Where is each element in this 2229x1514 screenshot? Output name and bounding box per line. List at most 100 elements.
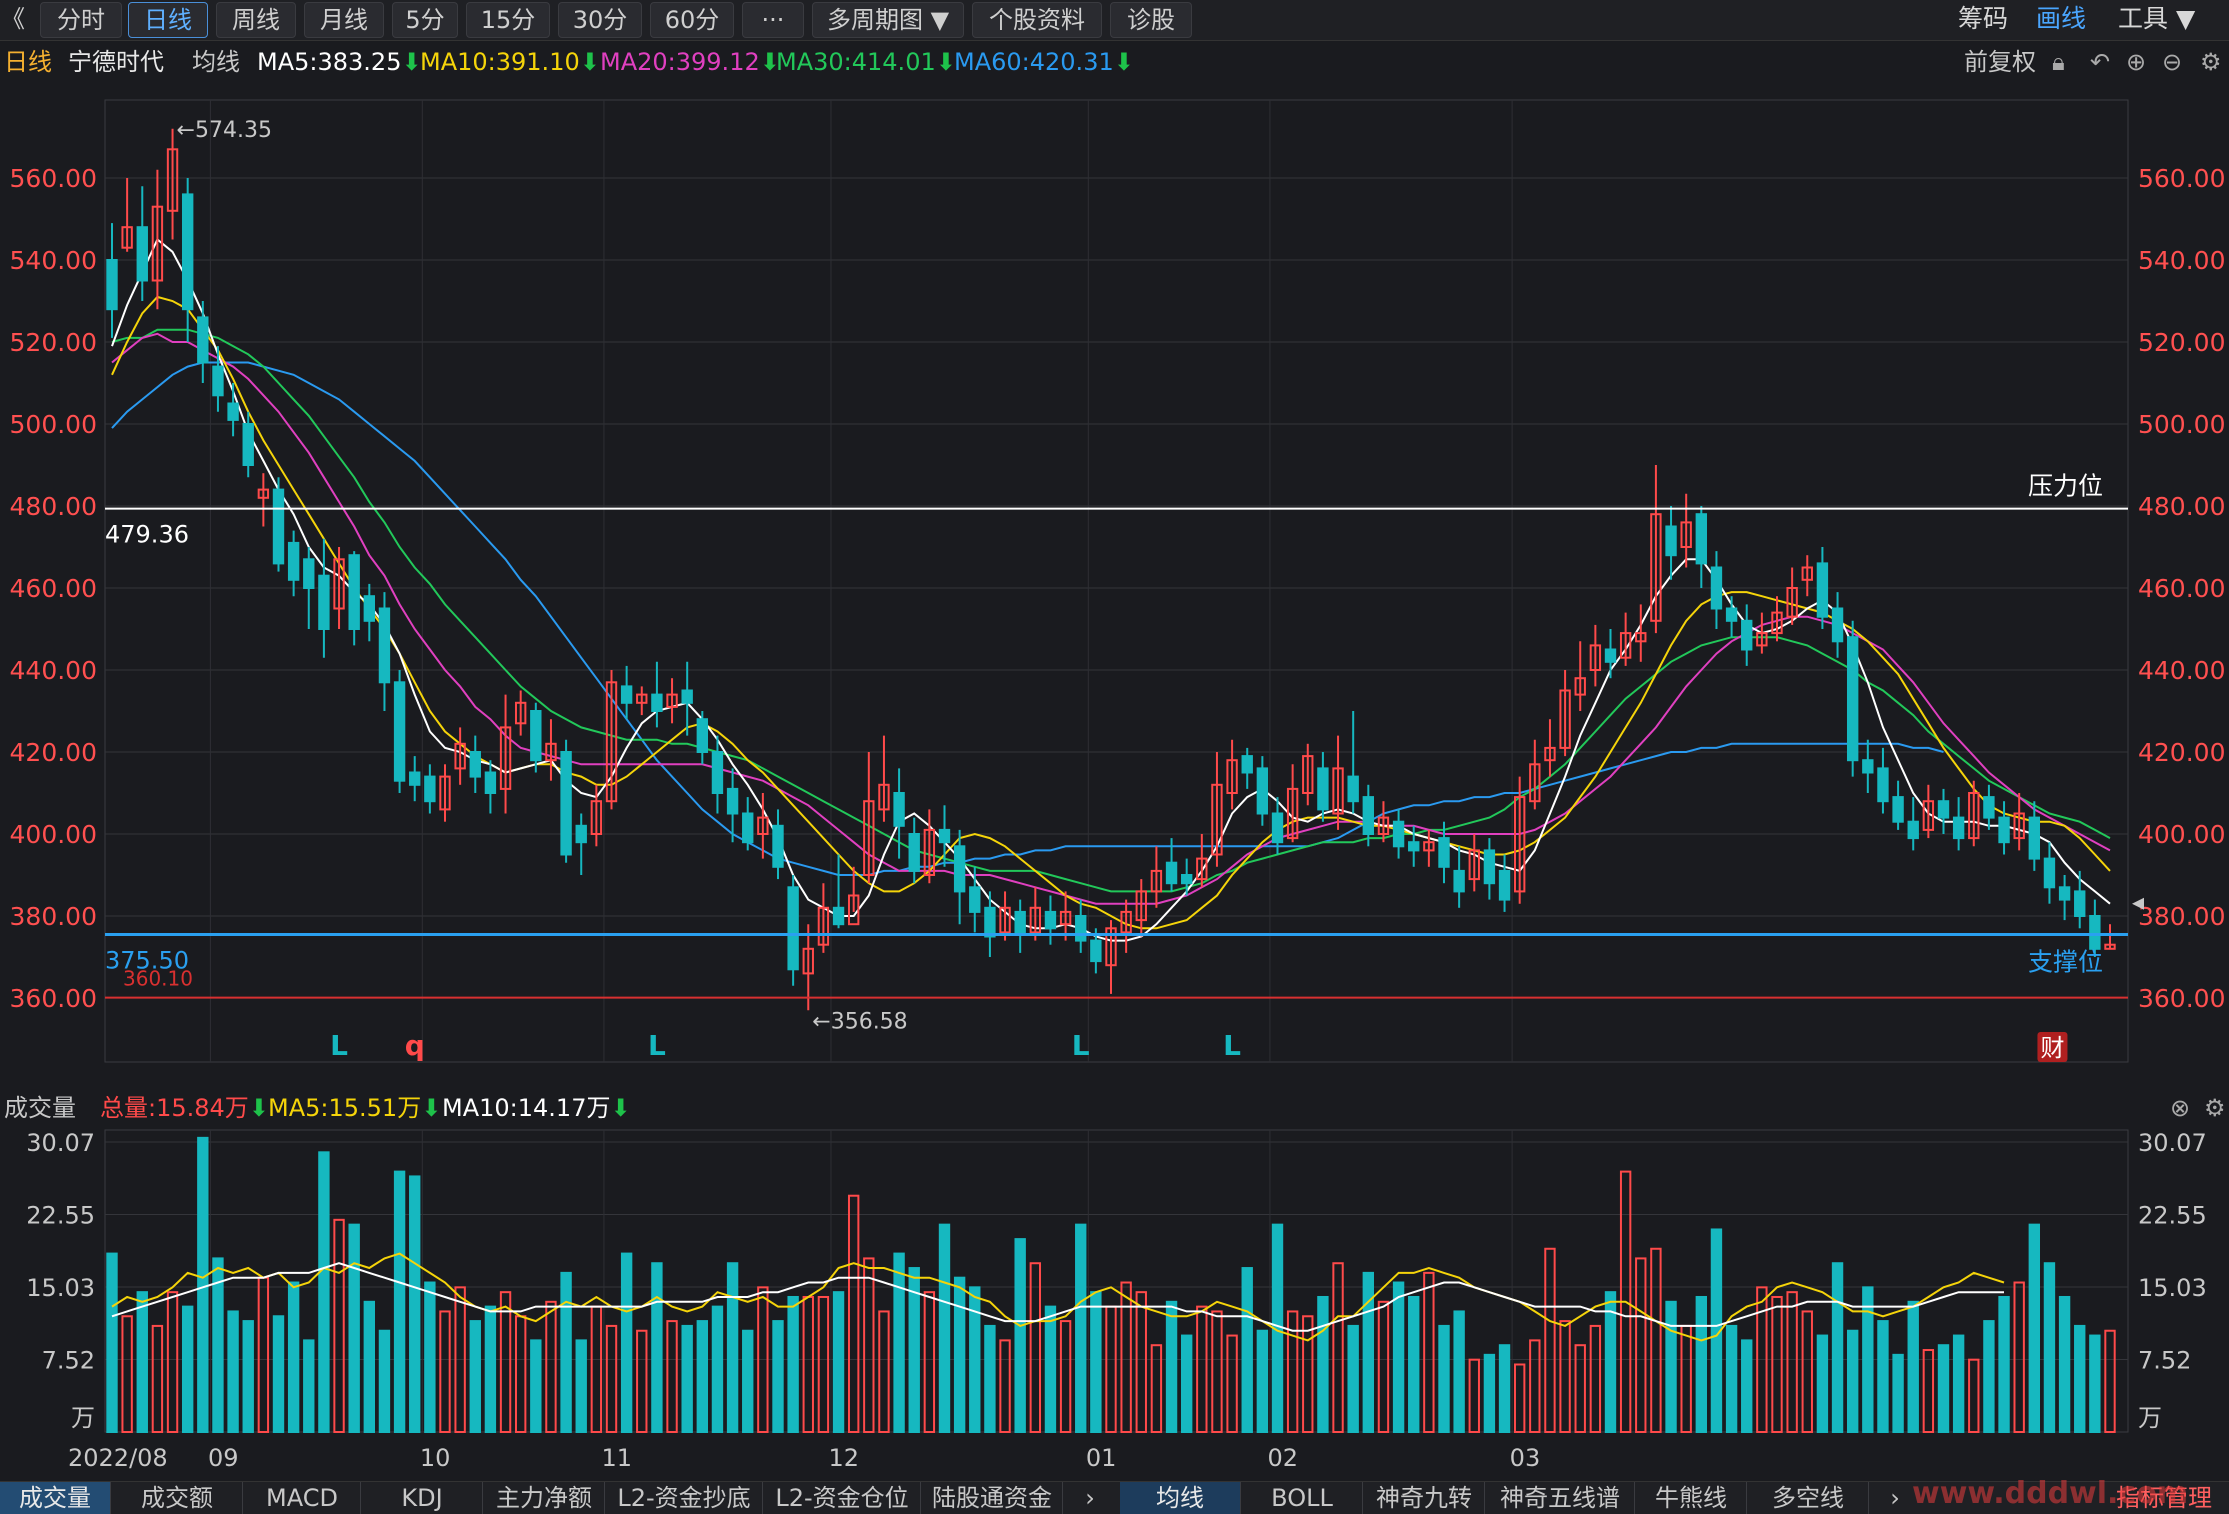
lock-icon[interactable]: 🔒︎ xyxy=(2052,48,2065,76)
volume-title: 成交量 xyxy=(4,1094,76,1122)
candle-body xyxy=(1846,636,1859,762)
volume-bar xyxy=(181,1305,194,1433)
more-periods-button[interactable]: ··· xyxy=(742,2,804,38)
tab-15min[interactable]: 15分 xyxy=(466,2,550,38)
candle-body xyxy=(1150,869,1163,893)
draw-line-button[interactable]: 画线 xyxy=(2036,4,2087,33)
tab-weekly[interactable]: 周线 xyxy=(216,2,296,38)
back-button[interactable]: 《 xyxy=(1,5,25,33)
tab-five-lines[interactable]: 神奇五线谱 xyxy=(1486,1482,1635,1514)
ma10-value: MA10:391.10⬇ xyxy=(420,48,600,76)
volume-bar xyxy=(1831,1262,1844,1434)
ma-label[interactable]: 均线 xyxy=(192,48,240,76)
y-tick-label-left: 360.00 xyxy=(10,984,97,1013)
adjust-mode[interactable]: 前复权 xyxy=(1964,48,2036,76)
tab-turnover[interactable]: 成交额 xyxy=(112,1482,243,1514)
tab-ma[interactable]: 均线 xyxy=(1120,1482,1241,1514)
down-arrow-icon: ⬇ xyxy=(1113,48,1134,76)
volume-bar xyxy=(1695,1295,1708,1433)
candle-body xyxy=(1044,910,1057,930)
tab-boll[interactable]: BOLL xyxy=(1242,1482,1363,1514)
tab-5min[interactable]: 5分 xyxy=(392,2,458,38)
down-arrow-icon: ⬇ xyxy=(421,1094,442,1122)
signal-marker: q xyxy=(405,1029,425,1062)
volume-bar xyxy=(530,1339,542,1434)
scroll-right-icon[interactable]: › xyxy=(1890,1484,1900,1512)
panel-settings-icon[interactable]: ⚙ xyxy=(2204,1094,2226,1122)
y-tick-label-right: 360.00 xyxy=(2138,984,2225,1013)
tab-northbound[interactable]: 陆股通资金 xyxy=(922,1482,1063,1514)
diagnose-button[interactable]: 诊股 xyxy=(1110,2,1192,38)
tab-kdj[interactable]: KDJ xyxy=(362,1482,483,1514)
candle-body xyxy=(1983,796,1995,819)
tab-l2-bottom[interactable]: L2-资金抄底 xyxy=(606,1482,763,1514)
candle-body xyxy=(1786,587,1798,618)
volume-tick-label-left: 15.03 xyxy=(26,1274,95,1302)
candle-body xyxy=(378,607,391,684)
candle-body xyxy=(409,771,421,786)
tab-bull-bear[interactable]: 牛熊线 xyxy=(1636,1482,1747,1514)
volume-bars xyxy=(106,1136,2116,1434)
volume-bar xyxy=(651,1262,663,1434)
indicator-manager-button[interactable]: 指标管理 xyxy=(2116,1484,2212,1512)
tab-minute[interactable]: 分时 xyxy=(40,2,122,38)
close-panel-icon[interactable]: ⊗ xyxy=(2170,1094,2191,1122)
tab-td9[interactable]: 神奇九转 xyxy=(1364,1482,1485,1514)
candle-body xyxy=(1483,849,1496,885)
volume-bar xyxy=(878,1310,890,1434)
tab-long-short[interactable]: 多空线 xyxy=(1748,1482,1869,1514)
candle-body xyxy=(620,685,633,704)
volume-bar xyxy=(1029,1262,1042,1434)
settings-icon[interactable]: ⚙ xyxy=(2200,48,2222,76)
candle-body xyxy=(666,693,678,708)
candle-body xyxy=(1362,796,1375,835)
candle-body xyxy=(984,906,996,938)
tab-volume[interactable]: 成交量 xyxy=(0,1482,111,1514)
candle-body xyxy=(1604,648,1617,663)
zoom-in-icon[interactable]: ⊕ xyxy=(2126,48,2147,76)
candle-body xyxy=(530,710,542,762)
volume-total: 总量:15.84万⬇ xyxy=(100,1094,269,1122)
candle-body xyxy=(1741,619,1753,651)
tab-macd[interactable]: MACD xyxy=(244,1482,361,1514)
candle-body xyxy=(318,574,330,631)
tab-60min[interactable]: 60分 xyxy=(650,2,734,38)
y-tick-label-right: 440.00 xyxy=(2138,656,2225,685)
stock-profile-button[interactable]: 个股资料 xyxy=(972,2,1102,38)
candle-body xyxy=(1665,525,1677,557)
undo-icon[interactable]: ↶ xyxy=(2090,48,2111,76)
volume-bar xyxy=(287,1281,300,1434)
volume-bar xyxy=(1877,1320,1889,1434)
candle-body xyxy=(1937,800,1950,819)
y-tick-label-left: 460.00 xyxy=(10,574,97,603)
volume-bar xyxy=(1998,1295,2010,1433)
volume-bar xyxy=(1090,1291,1102,1434)
tab-monthly[interactable]: 月线 xyxy=(304,2,384,38)
volume-ma10: MA10:14.17万⬇ xyxy=(442,1094,631,1122)
y-tick-label-right: 380.00 xyxy=(2138,902,2225,931)
tools-dropdown[interactable]: 工具 ▼ xyxy=(2118,4,2196,33)
down-arrow-icon: ⬇ xyxy=(248,1094,269,1122)
multi-period-dropdown[interactable]: 多周期图 ▼ xyxy=(812,2,964,38)
chips-button[interactable]: 筹码 xyxy=(1958,4,2009,33)
tab-main-net[interactable]: 主力净额 xyxy=(484,1482,605,1514)
ma60-value: MA60:420.31⬇ xyxy=(954,48,1134,76)
volume-bar xyxy=(923,1291,936,1434)
tab-30min[interactable]: 30分 xyxy=(558,2,642,38)
candle-body xyxy=(1801,566,1813,581)
candle-body xyxy=(1650,513,1662,622)
tab-l2-position[interactable]: L2-资金仓位 xyxy=(764,1482,921,1514)
tab-daily[interactable]: 日线 xyxy=(128,2,208,38)
y-tick-label-left: 480.00 xyxy=(10,492,97,521)
volume-ma5: MA5:15.51万⬇ xyxy=(268,1094,442,1122)
volume-bar xyxy=(832,1291,845,1434)
zoom-out-icon[interactable]: ⊖ xyxy=(2162,48,2183,76)
scroll-right-icon[interactable]: › xyxy=(1085,1484,1095,1512)
volume-bar xyxy=(106,1252,118,1434)
y-tick-label-left: 500.00 xyxy=(10,410,97,439)
candle-body xyxy=(560,751,572,856)
candle-body xyxy=(847,894,860,926)
candle-body xyxy=(832,906,845,926)
period-label: 日线 xyxy=(4,48,52,76)
